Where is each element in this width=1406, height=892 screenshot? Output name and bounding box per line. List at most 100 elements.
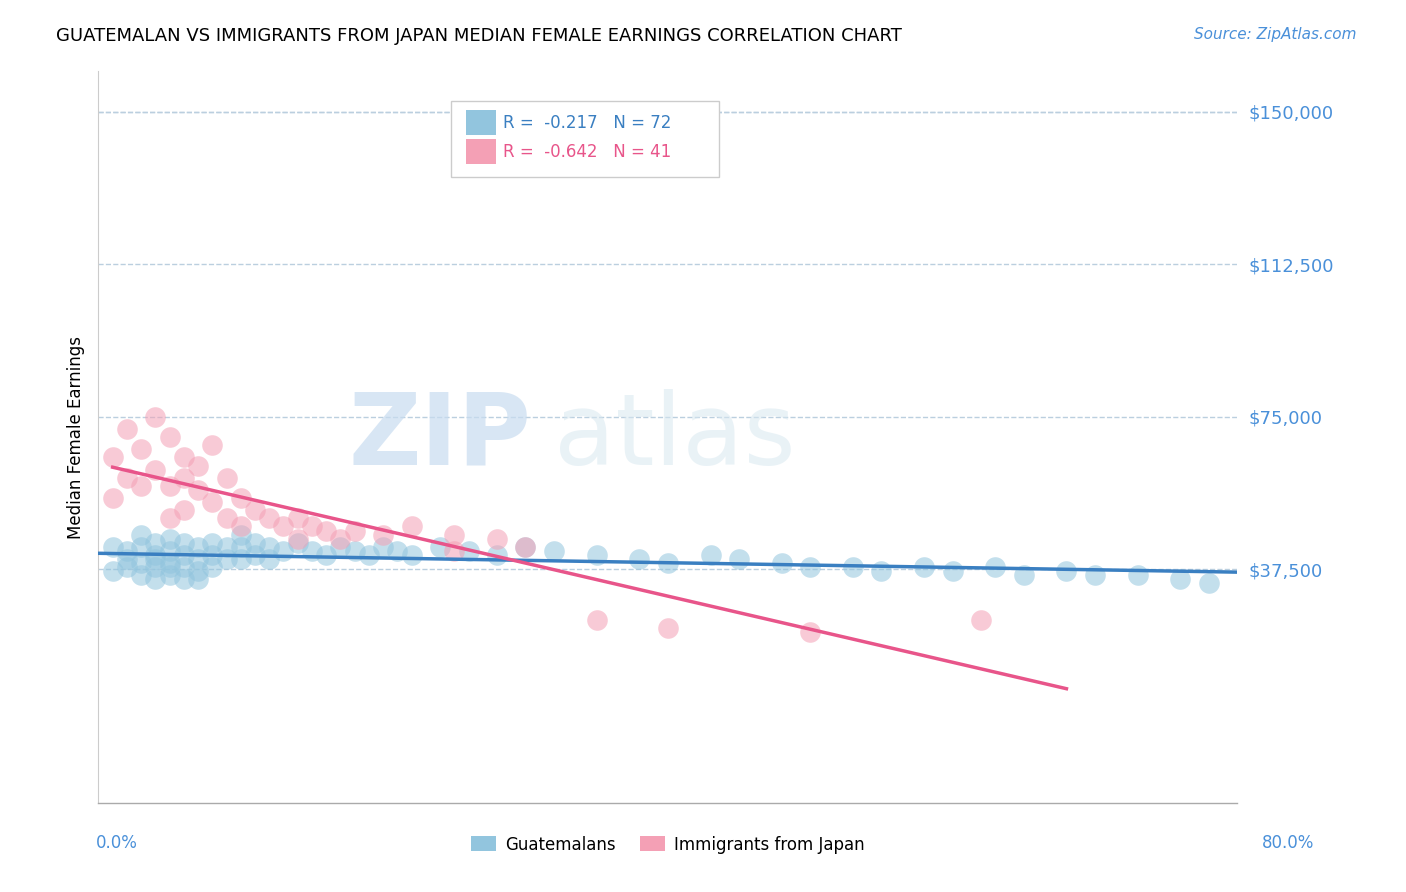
Point xyxy=(912,560,935,574)
Point xyxy=(187,458,209,473)
Point xyxy=(159,544,181,558)
Point xyxy=(1084,568,1107,582)
Point xyxy=(329,540,352,554)
Point xyxy=(201,548,224,562)
Point xyxy=(373,527,395,541)
Point xyxy=(229,491,252,505)
Point xyxy=(187,564,209,578)
Point xyxy=(1012,568,1035,582)
Point xyxy=(201,438,224,452)
Point xyxy=(1126,568,1149,582)
Legend: Guatemalans, Immigrants from Japan: Guatemalans, Immigrants from Japan xyxy=(465,829,870,860)
Point xyxy=(343,524,366,538)
Point xyxy=(770,556,793,570)
FancyBboxPatch shape xyxy=(467,110,496,135)
Point xyxy=(259,540,281,554)
Text: ZIP: ZIP xyxy=(349,389,531,485)
Point xyxy=(159,560,181,574)
Point xyxy=(799,560,821,574)
Text: 80.0%: 80.0% xyxy=(1263,834,1315,852)
Point xyxy=(187,483,209,497)
Point xyxy=(329,532,352,546)
Point xyxy=(201,535,224,549)
Point xyxy=(984,560,1007,574)
Point xyxy=(585,548,607,562)
Point xyxy=(129,540,152,554)
Point xyxy=(515,540,537,554)
Point xyxy=(229,527,252,541)
Point xyxy=(728,552,751,566)
Point xyxy=(387,544,409,558)
Point xyxy=(273,519,295,533)
Point xyxy=(173,471,195,485)
Point xyxy=(401,548,423,562)
Point xyxy=(101,540,124,554)
Point xyxy=(229,519,252,533)
Point xyxy=(515,540,537,554)
Point xyxy=(657,621,679,635)
Point xyxy=(1198,576,1220,591)
Point xyxy=(129,479,152,493)
Point xyxy=(201,495,224,509)
Point xyxy=(159,568,181,582)
Point xyxy=(1170,572,1192,586)
Point xyxy=(287,535,309,549)
Point xyxy=(159,511,181,525)
Point xyxy=(215,540,238,554)
FancyBboxPatch shape xyxy=(467,139,496,164)
Point xyxy=(129,442,152,457)
Point xyxy=(115,422,138,436)
Point xyxy=(287,532,309,546)
Point xyxy=(429,540,451,554)
Point xyxy=(115,471,138,485)
Point xyxy=(287,511,309,525)
Point xyxy=(229,552,252,566)
Point xyxy=(273,544,295,558)
Point xyxy=(870,564,893,578)
Point xyxy=(585,613,607,627)
Point xyxy=(373,540,395,554)
Text: R =  -0.642   N = 41: R = -0.642 N = 41 xyxy=(503,143,671,161)
Point xyxy=(145,572,167,586)
Text: 0.0%: 0.0% xyxy=(96,834,138,852)
Y-axis label: Median Female Earnings: Median Female Earnings xyxy=(66,335,84,539)
Point xyxy=(187,572,209,586)
Point xyxy=(145,560,167,574)
Point xyxy=(215,471,238,485)
Text: R =  -0.217   N = 72: R = -0.217 N = 72 xyxy=(503,113,671,131)
Point xyxy=(401,519,423,533)
Point xyxy=(970,613,993,627)
Point xyxy=(215,552,238,566)
Point xyxy=(159,479,181,493)
Point xyxy=(357,548,380,562)
Point xyxy=(173,503,195,517)
Point xyxy=(486,548,509,562)
Point xyxy=(243,503,266,517)
Point xyxy=(115,560,138,574)
Point xyxy=(159,430,181,444)
Point xyxy=(173,572,195,586)
Point xyxy=(129,568,152,582)
Text: atlas: atlas xyxy=(554,389,796,485)
Point xyxy=(259,511,281,525)
Point xyxy=(145,535,167,549)
Text: Source: ZipAtlas.com: Source: ZipAtlas.com xyxy=(1194,27,1357,42)
Point xyxy=(657,556,679,570)
Point xyxy=(101,450,124,465)
Point xyxy=(301,544,323,558)
Point xyxy=(842,560,865,574)
Point xyxy=(443,544,465,558)
Point xyxy=(129,556,152,570)
Point xyxy=(159,532,181,546)
Point xyxy=(457,544,479,558)
Point xyxy=(942,564,965,578)
FancyBboxPatch shape xyxy=(451,101,718,178)
Point xyxy=(173,450,195,465)
Point xyxy=(145,409,167,424)
Point xyxy=(315,524,337,538)
Point xyxy=(115,544,138,558)
Point xyxy=(201,560,224,574)
Point xyxy=(115,552,138,566)
Point xyxy=(159,556,181,570)
Point xyxy=(215,511,238,525)
